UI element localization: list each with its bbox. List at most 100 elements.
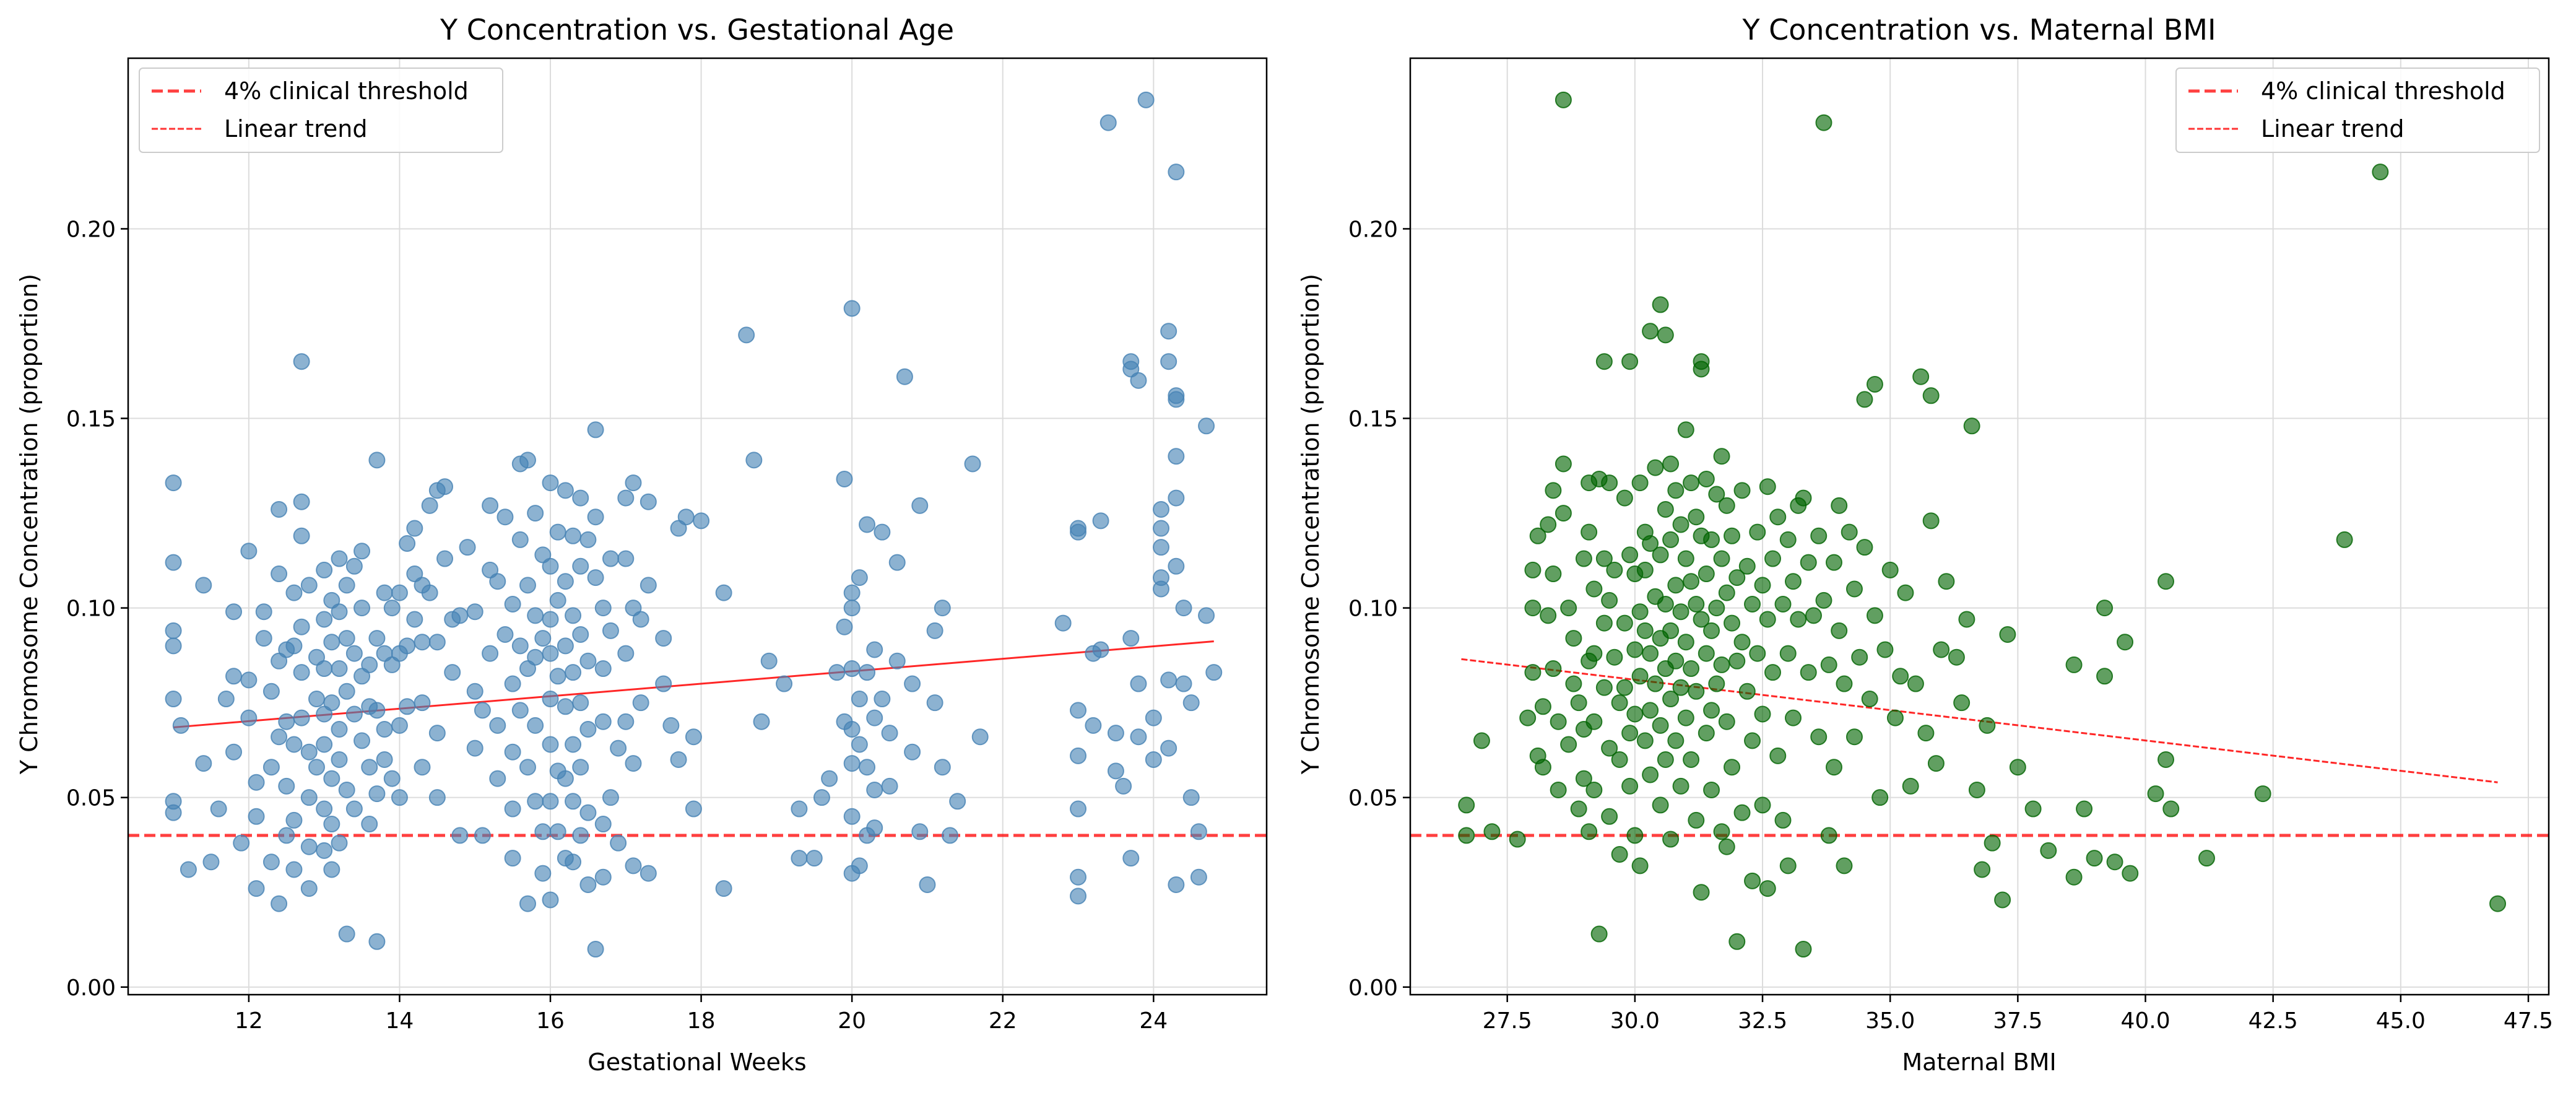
data-point bbox=[1672, 516, 1689, 533]
data-point bbox=[572, 759, 589, 776]
chart-title: Y Concentration vs. Maternal BMI bbox=[1741, 13, 2216, 46]
data-point bbox=[391, 584, 408, 601]
data-point bbox=[278, 713, 295, 730]
data-point bbox=[836, 470, 853, 487]
data-point bbox=[549, 823, 566, 840]
data-point bbox=[489, 573, 506, 590]
data-point bbox=[579, 720, 597, 738]
data-point bbox=[293, 493, 310, 510]
data-point bbox=[428, 634, 446, 651]
data-point bbox=[300, 743, 318, 761]
data-point bbox=[1774, 595, 1792, 613]
data-point bbox=[828, 664, 846, 681]
data-point bbox=[1585, 781, 1603, 798]
data-point bbox=[1974, 861, 1991, 878]
data-point bbox=[1565, 675, 1582, 692]
data-point bbox=[1205, 664, 1223, 681]
data-point bbox=[1820, 827, 1837, 844]
data-point bbox=[165, 622, 182, 639]
data-point bbox=[497, 508, 514, 526]
data-point bbox=[316, 800, 333, 818]
data-point bbox=[1570, 800, 1587, 818]
data-point bbox=[1708, 675, 1725, 692]
data-point bbox=[1963, 417, 1980, 435]
data-point bbox=[1601, 808, 1618, 825]
data-point bbox=[436, 550, 454, 567]
data-point bbox=[504, 800, 521, 818]
legend: 4% clinical threshold Linear trend bbox=[139, 68, 503, 153]
data-point bbox=[1585, 580, 1603, 598]
x-tick-label: 27.5 bbox=[1483, 1008, 1532, 1034]
data-point bbox=[565, 607, 582, 624]
data-point bbox=[843, 660, 861, 678]
data-point bbox=[1595, 550, 1613, 567]
data-point bbox=[1070, 800, 1087, 818]
data-point bbox=[715, 584, 732, 601]
data-point bbox=[1145, 751, 1162, 768]
y-tick-label: 0.15 bbox=[66, 407, 116, 432]
data-point bbox=[1652, 796, 1669, 814]
data-point bbox=[1683, 660, 1700, 678]
data-point bbox=[1168, 489, 1185, 507]
data-point bbox=[565, 664, 582, 681]
data-point bbox=[421, 497, 438, 514]
y-tick-label: 0.05 bbox=[1348, 786, 1398, 811]
data-point bbox=[1886, 709, 1904, 726]
data-point bbox=[165, 691, 182, 708]
data-point bbox=[1631, 603, 1649, 621]
data-point bbox=[248, 774, 265, 791]
data-point bbox=[1662, 531, 1680, 548]
plot-frame bbox=[127, 57, 1268, 996]
data-point bbox=[180, 861, 197, 878]
data-point bbox=[1779, 645, 1797, 662]
data-point bbox=[753, 713, 770, 730]
data-point bbox=[1636, 561, 1654, 578]
data-point bbox=[738, 326, 755, 344]
data-point bbox=[285, 637, 303, 655]
data-point bbox=[572, 694, 589, 712]
data-point bbox=[255, 603, 272, 621]
data-point bbox=[836, 618, 853, 635]
data-point bbox=[271, 565, 288, 583]
data-point bbox=[542, 891, 559, 909]
data-point bbox=[1152, 500, 1169, 518]
data-point bbox=[459, 539, 476, 556]
data-point bbox=[414, 634, 431, 651]
data-point bbox=[1606, 648, 1623, 666]
data-point bbox=[331, 834, 348, 852]
data-point bbox=[934, 600, 951, 617]
data-point bbox=[1540, 516, 1557, 533]
data-point bbox=[504, 743, 521, 761]
data-point bbox=[368, 630, 386, 647]
x-tick-label: 22 bbox=[989, 1008, 1017, 1034]
data-point bbox=[1698, 725, 1715, 742]
data-point bbox=[851, 736, 868, 753]
data-point bbox=[1856, 391, 1873, 408]
data-point bbox=[1565, 630, 1582, 647]
data-point bbox=[451, 607, 469, 624]
data-point bbox=[1168, 391, 1185, 408]
data-point bbox=[376, 720, 393, 738]
data-point bbox=[1519, 709, 1537, 726]
data-point bbox=[519, 452, 536, 469]
data-point bbox=[331, 751, 348, 768]
data-point bbox=[874, 523, 891, 541]
data-point bbox=[300, 838, 318, 855]
data-point bbox=[2158, 573, 2175, 590]
data-point bbox=[745, 452, 763, 469]
data-point bbox=[331, 660, 348, 678]
y-tick-label: 0.00 bbox=[1348, 975, 1398, 1001]
data-point bbox=[1585, 713, 1603, 730]
data-point bbox=[1534, 698, 1551, 715]
data-point bbox=[971, 728, 989, 746]
y-axis-label: Y Chromosome Concentration (proportion) bbox=[1297, 274, 1324, 775]
data-point bbox=[1825, 759, 1842, 776]
data-point bbox=[1968, 781, 1985, 798]
data-point bbox=[210, 800, 227, 818]
data-point bbox=[1866, 607, 1883, 624]
data-point bbox=[368, 933, 386, 950]
data-point bbox=[1657, 326, 1674, 344]
data-point bbox=[2065, 868, 2083, 886]
data-point bbox=[399, 698, 416, 715]
data-point bbox=[1800, 664, 1817, 681]
